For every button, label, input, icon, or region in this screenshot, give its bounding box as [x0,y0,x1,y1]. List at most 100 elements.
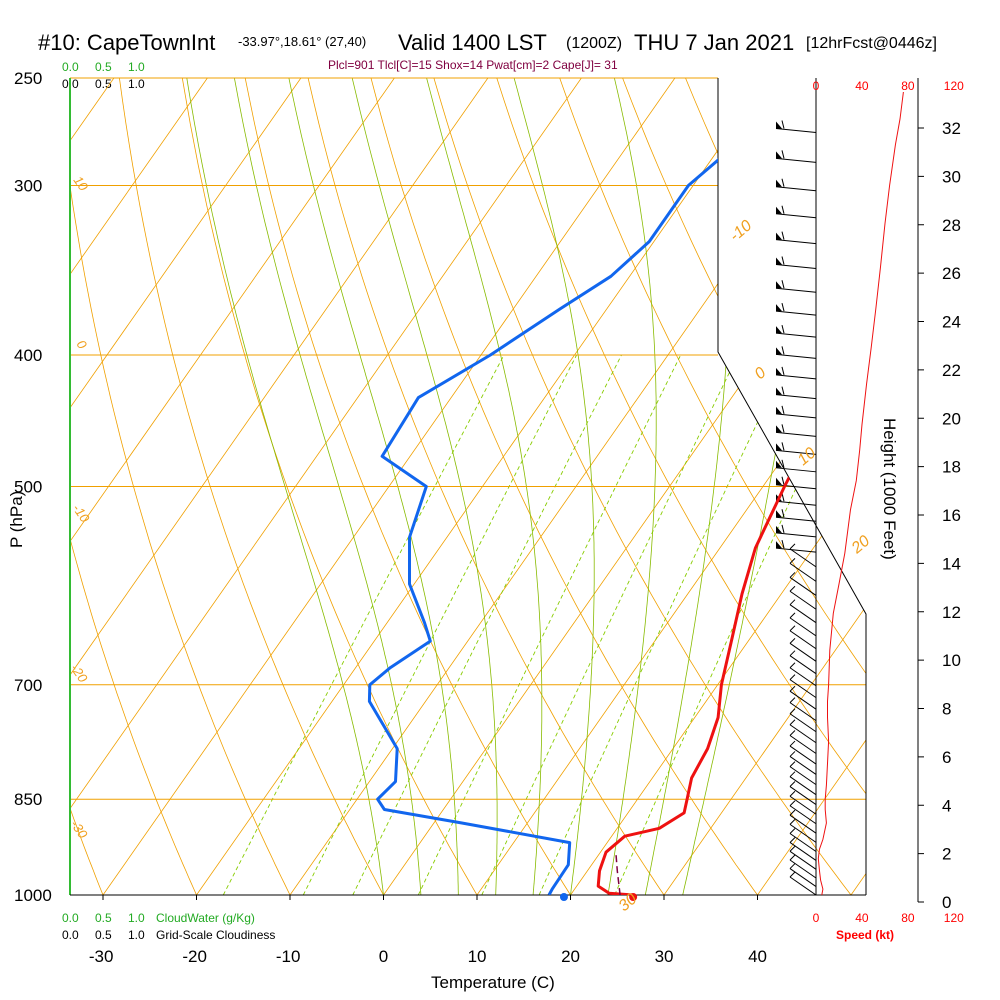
wind-barb [775,213,817,219]
height-tick-label: 14 [942,554,961,573]
dry-adiabat-line [240,78,571,895]
wind-barb [789,842,817,861]
cloudiness-label: Grid-Scale Cloudiness [156,928,275,942]
wind-barb [789,814,817,834]
x-tick-label: -30 [89,947,114,966]
wind-barb-pennant [776,477,782,485]
wind-barb-flag [781,386,785,395]
wind-barb [775,516,817,522]
x-tick-label: 10 [468,947,487,966]
dry-adiabat-line [70,78,104,895]
forecast-run: [12hrFcst@0446z] [806,35,937,52]
wind-barb-pennant [776,232,782,240]
height-tick-label: 10 [942,651,961,670]
isotherm-label-left: -10 [70,501,94,526]
wind-barb-flag [789,637,796,644]
wind-barb [775,413,817,419]
mixing-ratio-line [417,354,682,895]
plot-boundary [69,78,867,896]
wind-barb [789,876,817,896]
wind-barb-flag [789,572,796,578]
dry-adiabat-line [799,78,866,895]
valid-date: THU 7 Jan 2021 [634,30,794,55]
wind-barb [775,128,817,134]
cloudiness-tick-1-bottom: 0.5 [95,928,112,942]
moist-adiabat-line [513,78,595,895]
height-tick-label: 8 [942,700,951,719]
wind-barb-flag [781,476,785,485]
moist-adiabat-line [607,78,657,895]
series-dewpoint [367,100,777,895]
wind-barb-flag [789,557,796,564]
wind-barb-pennant [776,541,782,549]
wind-barb [789,805,817,825]
pressure-tick-label: 850 [14,790,42,809]
wind-barb [775,239,817,245]
wind-barb-flag [789,662,796,669]
wind-barb [789,786,817,805]
speed-tick-bottom: 120 [944,911,964,925]
cloudwater-scale-top: 0.0 0.5 1.0 [62,60,145,74]
wind-barb-flag [781,205,785,214]
wind-barb [789,655,817,675]
x-tick-label: 40 [748,947,767,966]
mixing-ratio-label: 20 [598,896,619,918]
isotherm-label-left: -30 [68,817,92,842]
wind-barb [775,310,817,316]
wind-barb-flag [781,539,785,549]
speed-tick-top: 120 [944,79,964,93]
right-boundary-line [717,78,867,895]
pressure-tick-label: 250 [14,69,42,88]
wind-barb [775,374,817,380]
wind-barb-pennant [776,406,782,414]
speed-tick-bottom: 40 [855,911,869,925]
height-tick-label: 12 [942,603,961,622]
wind-barb [789,548,817,568]
wind-barb [775,449,817,455]
cloudiness-tick-1: 0.5 [95,77,112,91]
wind-barb-pennant [776,460,782,468]
height-tick-label: 4 [942,796,951,815]
wind-barb-flag [789,790,796,797]
speed-tick-top: 40 [855,79,869,93]
wind-barb-flag [789,854,796,861]
wind-barb-pennant [776,387,782,395]
wind-barb [789,833,817,852]
x-axis-title: Temperature (C) [431,973,555,992]
height-tick-label: 26 [942,264,961,283]
wind-barb-flag [781,459,785,468]
wind-barb-flag [789,771,796,778]
height-tick-label: 28 [942,216,961,235]
cloudiness-tick-2-bottom: 1.0 [128,928,145,942]
wind-barb-pennant [776,257,782,265]
mixing-ratio-label: 3 [336,902,353,916]
isotherm-label-right: 0 [752,364,770,383]
cloudwater-label: CloudWater (g/Kg) [156,911,255,925]
pressure-tick-label: 400 [14,346,42,365]
isobar-lines [70,77,866,896]
cloudwater-tick-2: 1.0 [128,60,145,74]
dry-adiabat-line [551,78,866,895]
wind-barb [775,467,817,473]
wind-barb [775,353,817,359]
wind-barb [789,679,817,699]
wind-barb [789,667,817,687]
wind-barb-pennant [776,151,782,159]
wind-barb-flag [789,719,796,726]
wind-barb [775,186,817,192]
dry-adiabat-line [488,78,866,895]
wind-barb-flag [789,740,796,747]
wind-barb [789,642,817,662]
moist-adiabat-line [186,78,384,895]
cloudwater-scale-bottom: 0.0 0.5 1.0 CloudWater (g/Kg) [62,911,255,925]
wind-barb [789,577,817,596]
wind-barb [789,562,817,582]
isotherm-line [850,78,866,895]
wind-barb-flag [789,751,796,757]
wind-barb [789,756,817,775]
dry-adiabat-line [426,78,852,895]
moist-adiabat-line [234,78,422,895]
wind-barb-flag [781,524,785,533]
